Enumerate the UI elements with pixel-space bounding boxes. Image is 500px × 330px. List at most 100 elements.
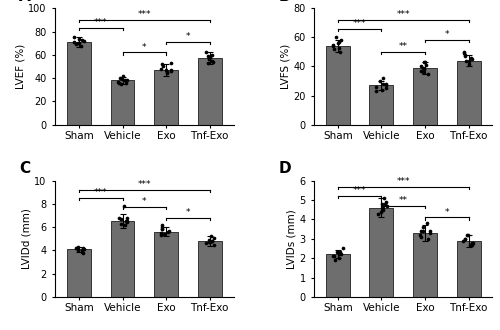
Point [422, 62, 430, 68]
Y-axis label: LVFS (%): LVFS (%) [280, 44, 290, 89]
Y-axis label: LVIDs (mm): LVIDs (mm) [286, 209, 296, 269]
Point [469, 240, 477, 245]
Bar [198, 58, 222, 125]
Point [329, 44, 337, 49]
Point [468, 240, 476, 245]
Point [210, 59, 218, 64]
Point [461, 52, 469, 57]
Point [460, 238, 468, 243]
Point [378, 81, 386, 86]
Point [330, 254, 338, 259]
Point [382, 199, 390, 205]
Point [417, 234, 425, 240]
Point [467, 55, 475, 60]
Text: ***: *** [94, 18, 108, 27]
Text: *: * [444, 30, 449, 39]
Point [74, 248, 82, 253]
Point [382, 86, 390, 91]
Point [420, 59, 428, 65]
Point [462, 58, 470, 63]
Point [419, 228, 427, 234]
Point [334, 45, 342, 50]
Point [72, 42, 80, 47]
Point [163, 70, 171, 75]
Point [202, 50, 210, 55]
Point [158, 230, 166, 236]
Point [118, 73, 126, 79]
Point [379, 76, 387, 81]
Point [465, 58, 473, 63]
Point [123, 215, 131, 220]
Point [116, 76, 124, 81]
Point [332, 257, 340, 263]
Bar [198, 241, 222, 297]
Text: **: ** [398, 42, 407, 51]
Point [116, 221, 124, 226]
Point [424, 221, 432, 226]
Point [204, 60, 212, 66]
Text: A: A [20, 0, 31, 4]
Point [382, 81, 390, 86]
Point [424, 71, 432, 76]
Bar [326, 46, 350, 125]
Point [377, 209, 385, 214]
Bar [154, 70, 178, 125]
Point [376, 79, 384, 84]
Point [332, 35, 340, 40]
Point [328, 42, 336, 47]
Point [420, 224, 428, 230]
Point [158, 224, 166, 230]
Point [74, 41, 82, 46]
Point [210, 242, 218, 247]
Point [204, 53, 212, 59]
Point [78, 37, 86, 42]
Point [335, 252, 343, 257]
Point [167, 60, 175, 66]
Point [335, 255, 343, 261]
Point [78, 43, 86, 48]
Point [418, 65, 426, 71]
Text: ***: *** [396, 10, 410, 19]
Point [206, 240, 214, 245]
Point [80, 250, 88, 255]
Point [336, 39, 344, 44]
Point [157, 233, 165, 238]
Point [158, 61, 166, 67]
Bar [370, 208, 394, 297]
Text: D: D [278, 161, 291, 176]
Point [70, 39, 78, 45]
Point [206, 56, 214, 61]
Bar [370, 85, 394, 125]
Point [381, 201, 389, 207]
Point [468, 242, 475, 247]
Point [117, 216, 125, 222]
Text: ***: *** [353, 19, 366, 28]
Point [80, 38, 88, 44]
Y-axis label: LVEF (%): LVEF (%) [16, 44, 26, 89]
Point [158, 227, 166, 232]
Text: ***: *** [396, 178, 410, 186]
Text: *: * [142, 43, 146, 51]
Point [117, 81, 125, 86]
Point [330, 254, 338, 259]
Point [374, 211, 382, 216]
Point [116, 80, 124, 85]
Point [75, 41, 83, 46]
Point [379, 207, 387, 212]
Bar [67, 42, 91, 125]
Point [208, 58, 216, 63]
Point [162, 71, 170, 76]
Bar [326, 254, 350, 297]
Bar [456, 241, 480, 297]
Point [380, 195, 388, 201]
Point [378, 201, 386, 207]
Point [120, 204, 128, 209]
Point [70, 35, 78, 40]
Point [424, 236, 432, 242]
Point [158, 227, 166, 232]
Bar [413, 68, 437, 125]
Point [334, 41, 342, 46]
Point [372, 88, 380, 94]
Point [378, 87, 386, 92]
Point [164, 229, 172, 234]
